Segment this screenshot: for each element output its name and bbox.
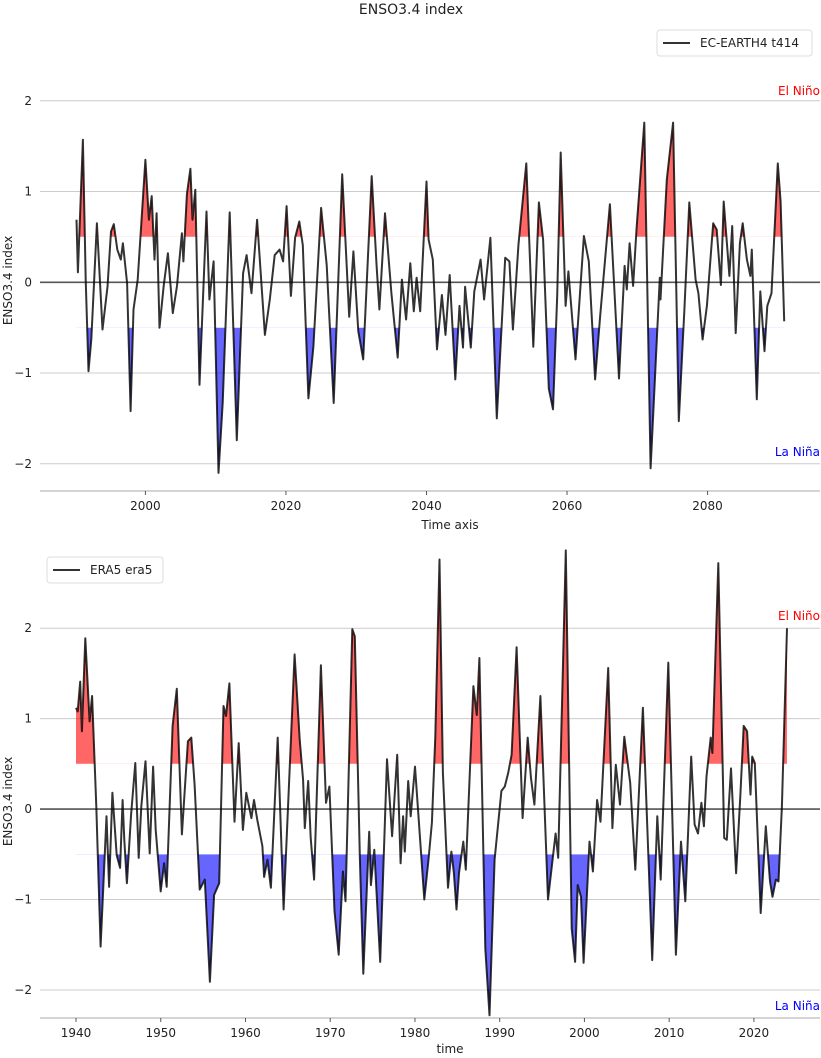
- el-nino-label: El Niño: [778, 84, 820, 98]
- el-nino-label: El Niño: [778, 609, 820, 623]
- y-axis-label: ENSO3.4 index: [1, 757, 15, 846]
- bottom-chart-era5: −2 −1 0 1 2 1940 1950 1960 1970 1980 1990 2000 2010 2…: [1, 549, 820, 1056]
- x-tick-label: 1950: [145, 1026, 176, 1040]
- y-tick-label: 2: [24, 94, 32, 108]
- legend: EC-EARTH4 t414: [656, 29, 813, 57]
- x-tick-label: 1980: [400, 1026, 431, 1040]
- el-nino-fill: [76, 550, 787, 764]
- top-chart-ec-earth4: −2 −1 0 1 2 2000 2020 2040 2060 2080 El Niño La Niñ…: [1, 29, 820, 532]
- y-tick-label: 0: [24, 802, 32, 816]
- x-axis-label: time: [436, 1042, 463, 1056]
- legend-box: [46, 556, 164, 584]
- figure-title: ENSO3.4 index: [359, 2, 463, 18]
- series-line: [75, 549, 788, 1017]
- y-tick-label: 2: [24, 621, 32, 635]
- x-tick-label: 2000: [130, 499, 161, 513]
- x-tick-label: 1970: [315, 1026, 346, 1040]
- x-tick-label: 2020: [271, 499, 302, 513]
- y-tick-label: 1: [24, 185, 32, 199]
- x-tick-label: 1940: [61, 1026, 92, 1040]
- x-tick-label: 2020: [739, 1026, 770, 1040]
- y-tick-label: 1: [24, 712, 32, 726]
- x-tick-label: 2080: [692, 499, 723, 513]
- y-tick-label: 0: [24, 275, 32, 289]
- y-tick-label: −2: [14, 457, 32, 471]
- legend-label: EC-EARTH4 t414: [700, 36, 799, 50]
- x-tick-label: 2010: [654, 1026, 685, 1040]
- y-tick-label: −2: [14, 983, 32, 997]
- series-line: [75, 121, 786, 474]
- la-nina-label: La Niña: [775, 445, 820, 459]
- la-nina-label: La Niña: [775, 999, 820, 1013]
- y-tick-label: −1: [14, 366, 32, 380]
- x-tick-label: 2000: [569, 1026, 600, 1040]
- legend-box: [656, 29, 813, 57]
- la-nina-fill: [76, 327, 785, 473]
- y-tick-label: −1: [14, 893, 32, 907]
- y-axis-label: ENSO3.4 index: [1, 236, 15, 325]
- legend: ERA5 era5: [46, 556, 164, 584]
- x-tick-label: 2040: [411, 499, 442, 513]
- la-nina-fill: [97, 854, 780, 1016]
- x-tick-label: 1960: [230, 1026, 261, 1040]
- x-axis-label: Time axis: [420, 518, 478, 532]
- legend-label: ERA5 era5: [90, 563, 152, 577]
- x-tick-label: 1990: [484, 1026, 515, 1040]
- x-tick-label: 2060: [552, 499, 583, 513]
